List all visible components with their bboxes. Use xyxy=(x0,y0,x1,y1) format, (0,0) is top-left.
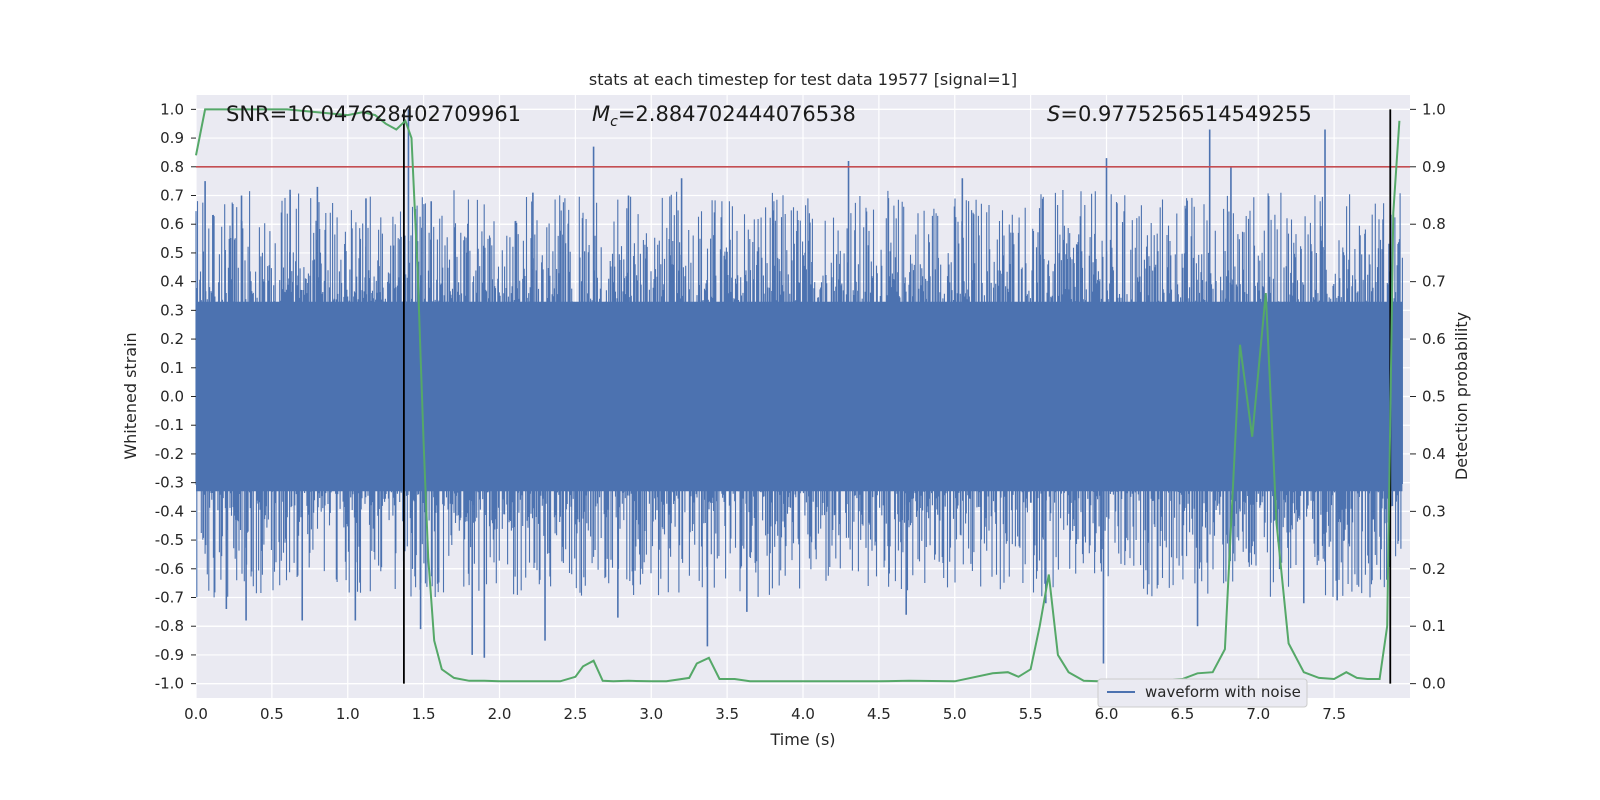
x-tick-label: 1.0 xyxy=(336,705,360,723)
legend-box xyxy=(1097,678,1308,708)
legend-label: waveform with noise xyxy=(1145,683,1301,701)
y2-tick-label: 0.3 xyxy=(1422,502,1446,520)
y2-tick-label: 1.0 xyxy=(1422,100,1446,118)
y-tick-label: -0.4 xyxy=(155,502,184,520)
y-tick-label: -0.3 xyxy=(155,474,184,492)
y-tick-label: 1.0 xyxy=(160,100,184,118)
x-tick-label: 6.0 xyxy=(1095,705,1119,723)
chirp-mass-annotation: Mc=2.884702444076538 xyxy=(592,102,856,130)
y-tick-label: 0.1 xyxy=(160,359,184,377)
y-tick-label: -1.0 xyxy=(155,675,184,693)
x-tick-label: 1.5 xyxy=(412,705,436,723)
waveform-series xyxy=(195,109,1403,664)
x-tick-label: 0.5 xyxy=(260,705,284,723)
score-symbol: S xyxy=(1047,102,1060,126)
y2-tick-label: 0.0 xyxy=(1422,675,1446,693)
overlay-lines xyxy=(195,108,1410,684)
chirp-mass-symbol: M xyxy=(592,102,610,126)
score-annotation: S=0.9775256514549255 xyxy=(1047,102,1312,126)
detection-probability-line xyxy=(195,108,1401,683)
x-tick-label: 0.0 xyxy=(184,705,208,723)
y-axis-ticks: 1.0 0.9 0.8 0.7 0.6 0.5 0.4 0.3 0.2 0.1 0.0 -0.1 -0.… xyxy=(155,100,196,693)
y2-tick-label: 0.9 xyxy=(1422,158,1446,176)
y2-tick-label: 0.6 xyxy=(1422,330,1446,348)
legend[interactable]: waveform with noise xyxy=(1097,678,1308,708)
y-tick-label: 0.7 xyxy=(160,187,184,205)
y2-tick-label: 0.8 xyxy=(1422,215,1446,233)
x-tick-label: 4.5 xyxy=(867,705,891,723)
y-tick-label: -0.6 xyxy=(155,560,184,578)
y2-tick-label: 0.2 xyxy=(1422,560,1446,578)
y-axis-label: Whitened strain xyxy=(121,332,140,459)
score-value: =0.9775256514549255 xyxy=(1060,102,1311,126)
y-tick-label: -0.8 xyxy=(155,617,184,635)
y-tick-label: 0.4 xyxy=(160,273,184,291)
y-tick-label: -0.5 xyxy=(155,531,184,549)
y-tick-label: -0.1 xyxy=(155,416,184,434)
snr-annotation: SNR=10.047628402709961 xyxy=(226,102,521,126)
x-tick-label: 3.5 xyxy=(715,705,739,723)
x-tick-label: 3.0 xyxy=(639,705,663,723)
y-tick-label: 0.2 xyxy=(160,330,184,348)
x-tick-label: 2.0 xyxy=(488,705,512,723)
y-tick-label: 0.0 xyxy=(160,388,184,406)
y2-tick-label: 0.5 xyxy=(1422,388,1446,406)
chirp-mass-subscript: c xyxy=(610,114,618,130)
x-tick-label: 5.0 xyxy=(943,705,967,723)
y2-tick-label: 0.1 xyxy=(1422,617,1446,635)
y2-tick-label: 0.7 xyxy=(1422,273,1446,291)
x-tick-label: 4.0 xyxy=(791,705,815,723)
y-tick-label: 0.3 xyxy=(160,301,184,319)
y-tick-label: 0.8 xyxy=(160,158,184,176)
x-tick-label: 2.5 xyxy=(563,705,587,723)
chirp-mass-value: =2.884702444076538 xyxy=(618,102,856,126)
x-axis-label: Time (s) xyxy=(769,730,835,749)
y-tick-label: 0.6 xyxy=(160,215,184,233)
waveform-core-band xyxy=(196,301,1403,492)
y2-axis-ticks: 1.0 0.9 0.8 0.7 0.6 0.5 0.4 0.3 0.2 0.1 0.0 xyxy=(1410,100,1446,693)
chart-title: stats at each timestep for test data 195… xyxy=(589,70,1017,89)
y-tick-label: 0.5 xyxy=(160,244,184,262)
y-tick-label: -0.9 xyxy=(155,646,184,664)
y-tick-label: -0.2 xyxy=(155,445,184,463)
y-tick-label: -0.7 xyxy=(155,589,184,607)
x-tick-label: 7.0 xyxy=(1246,705,1270,723)
x-tick-label: 5.5 xyxy=(1019,705,1043,723)
x-tick-label: 6.5 xyxy=(1170,705,1194,723)
y-tick-label: 0.9 xyxy=(160,129,184,147)
y2-axis-label: Detection probability xyxy=(1452,312,1471,480)
y2-tick-label: 0.4 xyxy=(1422,445,1446,463)
x-axis-ticks: 0.0 0.5 1.0 1.5 2.0 2.5 3.0 3.5 4.0 4.5 5.0 5.5 6.0 6… xyxy=(184,705,1346,723)
x-tick-label: 7.5 xyxy=(1322,705,1346,723)
